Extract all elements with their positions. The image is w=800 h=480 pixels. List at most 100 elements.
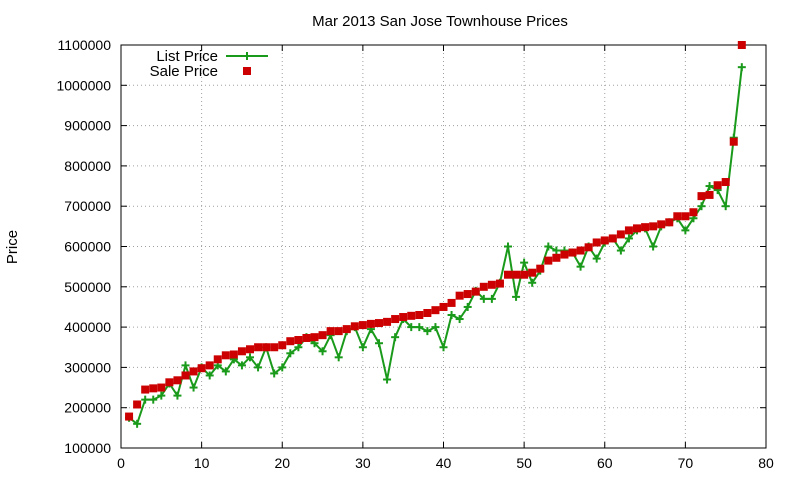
y-tick-label: 400000 (64, 319, 111, 335)
sale-price-point (439, 302, 448, 311)
sale-price-point (278, 341, 287, 350)
sale-price-point (536, 264, 545, 273)
list-price-point (407, 323, 416, 332)
list-price-point (334, 353, 343, 362)
list-price-point (254, 363, 263, 372)
list-price-point (181, 361, 190, 370)
list-price-point (576, 262, 585, 271)
sale-price-point (366, 319, 375, 328)
list-price-point (149, 395, 158, 404)
sale-price-point (342, 325, 351, 334)
list-price-point (141, 395, 150, 404)
list-price-point (383, 375, 392, 384)
y-tick-label: 500000 (64, 279, 111, 295)
list-price-point (705, 182, 714, 191)
sale-price-point (495, 279, 504, 288)
list-price-point (270, 369, 279, 378)
sale-price-point (157, 383, 166, 392)
sale-price-point (189, 367, 198, 376)
sale-price-point (246, 345, 254, 354)
list-price-point (479, 294, 488, 303)
sale-price-point (173, 376, 182, 385)
sale-price-point (616, 230, 625, 239)
list-price-point (721, 202, 730, 211)
sale-price-point (270, 343, 279, 352)
list-price-point (391, 333, 400, 342)
sale-price-point (576, 246, 585, 255)
sale-price-point (141, 385, 150, 394)
sale-price-point (689, 208, 698, 217)
list-price-point (133, 419, 142, 428)
sale-price-point (334, 327, 343, 336)
list-price-point (423, 327, 432, 336)
list-price-point (463, 302, 472, 311)
list-price-point (294, 343, 303, 352)
sale-price-point (608, 234, 617, 243)
sale-price-point (294, 335, 303, 344)
sale-price-point (705, 190, 714, 199)
list-price-point (221, 367, 230, 376)
sale-price-point (165, 378, 174, 387)
sale-price-point (125, 412, 134, 421)
sale-price-point (133, 400, 142, 409)
y-tick-label: 300000 (64, 359, 111, 375)
sale-price-point (205, 361, 214, 370)
series-list-price (125, 63, 746, 428)
y-tick-label: 1000000 (56, 77, 111, 93)
x-tick-label: 60 (597, 455, 613, 471)
sale-price-point (552, 253, 561, 262)
sale-price-point (528, 268, 537, 277)
list-price-point (624, 234, 633, 243)
sale-price-point (568, 248, 577, 257)
list-price-point (375, 339, 383, 348)
y-tick-label: 800000 (64, 158, 111, 174)
sale-price-point (512, 270, 521, 279)
list-price-point (447, 311, 456, 320)
sale-price-point (633, 224, 641, 233)
sale-price-point (624, 226, 633, 235)
x-tick-label: 80 (758, 455, 774, 471)
list-price-point (358, 343, 367, 352)
x-tick-label: 70 (678, 455, 694, 471)
sale-price-point (310, 333, 319, 342)
y-tick-label: 100000 (64, 440, 111, 456)
sale-price-point (181, 371, 190, 380)
sale-price-point (423, 308, 432, 317)
x-tick-label: 50 (516, 455, 532, 471)
sale-price-point (326, 327, 335, 336)
sale-price-point (479, 282, 488, 291)
sale-price-point (681, 212, 690, 221)
list-price-point (246, 353, 254, 362)
sale-price-point (391, 315, 400, 324)
list-price-point (528, 278, 537, 287)
sale-price-point (229, 350, 238, 359)
legend-marker-sale-price (243, 67, 251, 75)
sale-price-point (737, 41, 746, 49)
series-sale-price (125, 41, 746, 421)
sale-price-point (649, 222, 658, 231)
list-price-point (487, 294, 496, 303)
list-price-point (286, 349, 295, 358)
sale-price-point (431, 306, 440, 315)
sale-price-point (318, 331, 327, 340)
sale-price-point (383, 317, 392, 326)
sale-price-point (399, 313, 408, 322)
y-tick-label: 900000 (64, 118, 111, 134)
sale-price-point (221, 351, 230, 360)
x-tick-label: 20 (274, 455, 290, 471)
sale-price-point (641, 223, 650, 232)
list-price-point (431, 323, 440, 332)
list-price-point (592, 254, 601, 263)
sale-price-point (544, 256, 553, 265)
sale-price-point (657, 220, 666, 229)
sale-price-point (375, 319, 383, 328)
sale-price-point (721, 178, 730, 187)
list-price-point (278, 363, 287, 372)
list-price-point (205, 371, 214, 380)
list-price-point (189, 383, 198, 392)
sale-price-point (350, 322, 359, 331)
legend-label-list-price: List Price (156, 48, 218, 65)
x-tick-label: 0 (117, 455, 125, 471)
y-tick-label: 1100000 (58, 37, 112, 53)
sale-price-point (713, 181, 722, 190)
